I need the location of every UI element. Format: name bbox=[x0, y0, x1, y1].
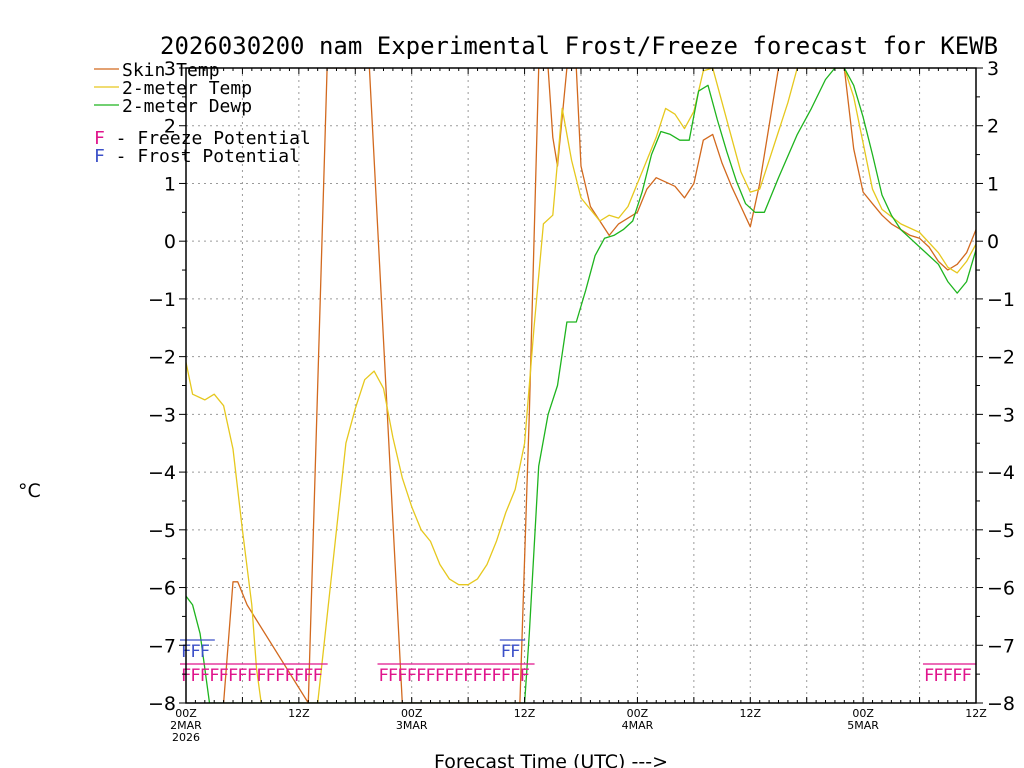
y-tick-label-left: −4 bbox=[148, 462, 176, 484]
freeze-flag: F bbox=[520, 666, 530, 686]
x-tick-label: 00Z bbox=[627, 707, 649, 720]
x-tick-label: 12Z bbox=[288, 707, 310, 720]
freeze-flag: F bbox=[463, 666, 473, 686]
y-tick-label-right: −1 bbox=[987, 289, 1015, 311]
y-tick-label-left: −2 bbox=[148, 347, 176, 369]
freeze-flag: F bbox=[407, 666, 417, 686]
freeze-flag: F bbox=[237, 666, 247, 686]
y-tick-label-right: 0 bbox=[987, 231, 999, 253]
y-tick-label-left: −5 bbox=[148, 520, 176, 542]
freeze-flag: F bbox=[501, 666, 511, 686]
x-tick-label: 00Z bbox=[852, 707, 874, 720]
freeze-flag: F bbox=[962, 666, 972, 686]
y-tick-label-right: 2 bbox=[987, 116, 999, 138]
y-tick-label-left: −8 bbox=[148, 693, 176, 715]
series-line-2 bbox=[186, 68, 976, 703]
y-tick-label-left: 3 bbox=[164, 58, 176, 80]
freeze-flag: F bbox=[388, 666, 398, 686]
x-tick-label: 2MAR bbox=[170, 719, 202, 732]
freeze-flag: F bbox=[284, 666, 294, 686]
freeze-flag: F bbox=[247, 666, 257, 686]
y-axis-label: °C bbox=[18, 480, 41, 502]
freeze-flag: F bbox=[294, 666, 304, 686]
x-tick-label: 12Z bbox=[740, 707, 762, 720]
frost-letter: F bbox=[94, 146, 105, 167]
freeze-flag: F bbox=[275, 666, 285, 686]
y-tick-label-right: 1 bbox=[987, 173, 999, 195]
x-tick-label: 00Z bbox=[401, 707, 423, 720]
frost-flag: F bbox=[200, 642, 210, 662]
freeze-flag: F bbox=[200, 666, 210, 686]
freeze-label: - Freeze Potential bbox=[105, 128, 311, 149]
freeze-flag: F bbox=[952, 666, 962, 686]
x-tick-label: 12Z bbox=[514, 707, 536, 720]
y-tick-label-left: −6 bbox=[148, 578, 176, 600]
series-line-0 bbox=[222, 68, 976, 703]
y-tick-label-right: −3 bbox=[987, 404, 1015, 426]
freeze-flag: F bbox=[924, 666, 934, 686]
legend-label-t2m: 2-meter Temp bbox=[122, 78, 252, 99]
x-axis-label: Forecast Time (UTC) ---> bbox=[434, 751, 668, 768]
x-tick-label: 4MAR bbox=[622, 719, 654, 732]
frost-label: - Frost Potential bbox=[105, 146, 300, 167]
legend-label-skin: Skin Temp bbox=[122, 60, 220, 81]
frost-flag: F bbox=[510, 642, 520, 662]
freeze-flag: F bbox=[266, 666, 276, 686]
freeze-flag: F bbox=[256, 666, 266, 686]
freeze-flag: F bbox=[228, 666, 238, 686]
legend-frost: F - Frost Potential bbox=[94, 146, 300, 167]
y-tick-label-right: −7 bbox=[987, 635, 1015, 657]
y-tick-label-left: 0 bbox=[164, 231, 176, 253]
y-tick-label-left: −3 bbox=[148, 404, 176, 426]
frost-flag: F bbox=[501, 642, 511, 662]
legend: Skin Temp 2-meter Temp 2-meter Dewp F - … bbox=[94, 60, 311, 167]
freeze-flag: F bbox=[426, 666, 436, 686]
freeze-flag: F bbox=[510, 666, 520, 686]
freeze-flag: F bbox=[303, 666, 313, 686]
y-tick-label-left: −1 bbox=[148, 289, 176, 311]
freeze-flag: F bbox=[473, 666, 483, 686]
legend-label-td2m: 2-meter Dewp bbox=[122, 96, 252, 117]
series-line-1 bbox=[186, 68, 976, 703]
freeze-flag: F bbox=[416, 666, 426, 686]
series-layer bbox=[186, 68, 976, 703]
y-tick-label-left: −7 bbox=[148, 635, 176, 657]
frost-flag: F bbox=[190, 642, 200, 662]
x-tick-label: 00Z bbox=[175, 707, 197, 720]
y-tick-label-left: 1 bbox=[164, 173, 176, 195]
x-tick-label: 3MAR bbox=[396, 719, 428, 732]
freeze-flag: F bbox=[313, 666, 323, 686]
freeze-flag: F bbox=[933, 666, 943, 686]
freeze-flag: F bbox=[943, 666, 953, 686]
y-tick-label-left: 2 bbox=[164, 116, 176, 138]
y-tick-label-right: −5 bbox=[987, 520, 1015, 542]
legend-freeze: F - Freeze Potential bbox=[94, 128, 311, 149]
freeze-flag: F bbox=[219, 666, 229, 686]
y-tick-label-right: −8 bbox=[987, 693, 1015, 715]
freeze-flag: F bbox=[454, 666, 464, 686]
freeze-flag: F bbox=[379, 666, 389, 686]
y-tick-label-right: 3 bbox=[987, 58, 999, 80]
freeze-flag: F bbox=[444, 666, 454, 686]
freeze-flag: F bbox=[435, 666, 445, 686]
chart-title: 2026030200 nam Experimental Frost/Freeze… bbox=[160, 32, 998, 60]
y-tick-label-right: −4 bbox=[987, 462, 1015, 484]
freeze-flag: F bbox=[190, 666, 200, 686]
y-tick-label-right: −2 bbox=[987, 347, 1015, 369]
freeze-flag: F bbox=[491, 666, 501, 686]
x-tick-label: 5MAR bbox=[847, 719, 879, 732]
x-tick-label: 12Z bbox=[965, 707, 987, 720]
y-axis-ticks: −8 −8 −7 −7 −6 −6 −5 −5 −4 −4 −3 −3 −2 −2 −1 −1 0 0 1 1 2 2 3 3 bbox=[148, 58, 1015, 715]
freeze-flag: F bbox=[209, 666, 219, 686]
freeze-flag: F bbox=[482, 666, 492, 686]
y-tick-label-right: −6 bbox=[987, 578, 1015, 600]
freeze-letter: F bbox=[94, 128, 105, 149]
grid-lines bbox=[186, 68, 976, 703]
x-tick-label: 2026 bbox=[172, 731, 200, 744]
freeze-flag: F bbox=[397, 666, 407, 686]
